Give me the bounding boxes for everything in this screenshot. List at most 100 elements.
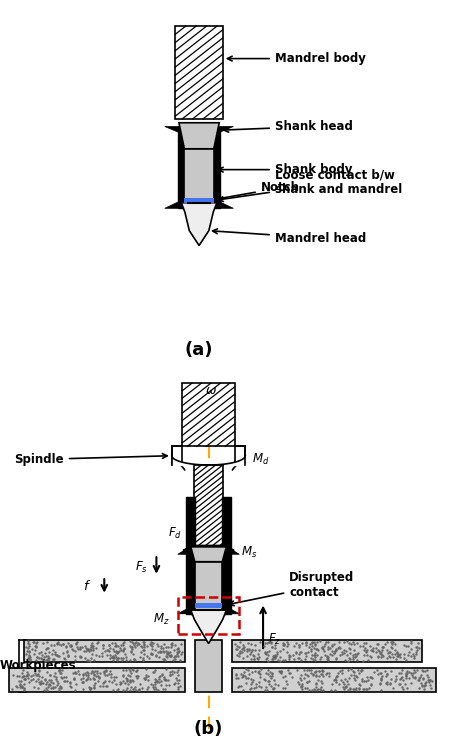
Point — [45, 652, 53, 664]
Point — [100, 665, 108, 677]
Point — [150, 666, 157, 678]
Point — [66, 639, 74, 651]
Point — [296, 673, 304, 684]
Point — [119, 664, 127, 676]
Point — [171, 639, 178, 651]
Point — [132, 681, 139, 693]
Point — [54, 677, 62, 689]
Point — [77, 651, 84, 663]
Point — [415, 672, 423, 684]
Point — [45, 674, 53, 686]
Point — [401, 639, 408, 651]
Point — [330, 638, 337, 650]
Point — [292, 646, 300, 658]
Point — [53, 637, 60, 649]
Point — [336, 649, 344, 661]
Polygon shape — [164, 126, 233, 135]
Point — [95, 671, 102, 683]
Point — [346, 683, 353, 695]
Point — [425, 674, 432, 686]
Point — [49, 678, 57, 690]
Point — [84, 654, 92, 666]
Point — [303, 669, 311, 681]
Point — [302, 636, 310, 648]
Point — [149, 638, 156, 650]
FancyBboxPatch shape — [184, 198, 214, 202]
Point — [300, 673, 308, 684]
Point — [367, 644, 375, 655]
Point — [44, 654, 51, 666]
Point — [358, 675, 365, 687]
Point — [168, 637, 176, 649]
Point — [355, 667, 363, 679]
Point — [67, 639, 75, 651]
Point — [338, 646, 346, 658]
Point — [394, 648, 401, 660]
Point — [359, 683, 366, 695]
Point — [132, 684, 140, 696]
Point — [421, 676, 428, 688]
Point — [147, 636, 155, 648]
Point — [51, 652, 58, 664]
Point — [309, 636, 316, 648]
Point — [334, 641, 342, 653]
Point — [278, 666, 285, 678]
Point — [45, 678, 53, 690]
Point — [147, 679, 155, 690]
Point — [367, 651, 374, 663]
Point — [155, 673, 163, 684]
Point — [409, 649, 417, 661]
Point — [115, 646, 123, 658]
Point — [308, 637, 316, 649]
Point — [44, 643, 51, 655]
Point — [420, 679, 428, 691]
Point — [352, 651, 359, 663]
Point — [292, 637, 300, 649]
Point — [253, 652, 261, 664]
Point — [245, 637, 252, 649]
Point — [164, 646, 172, 658]
Point — [415, 637, 422, 649]
Point — [15, 670, 23, 682]
Point — [107, 649, 114, 661]
Point — [20, 684, 28, 696]
Point — [48, 647, 56, 659]
Point — [360, 683, 368, 695]
Point — [145, 674, 152, 686]
Point — [271, 650, 278, 662]
Point — [42, 643, 49, 655]
Point — [40, 650, 48, 662]
Point — [107, 668, 114, 680]
Point — [255, 665, 263, 677]
Point — [345, 664, 352, 676]
Point — [104, 644, 112, 655]
Point — [159, 645, 167, 657]
Point — [394, 650, 402, 662]
Point — [123, 673, 130, 685]
Point — [236, 647, 243, 659]
Point — [96, 681, 103, 693]
Point — [66, 641, 73, 652]
Point — [30, 636, 37, 648]
Point — [401, 679, 409, 690]
Point — [138, 682, 146, 694]
Point — [47, 682, 55, 693]
Point — [350, 644, 357, 656]
Point — [276, 655, 284, 667]
Point — [90, 682, 98, 693]
Point — [25, 649, 33, 661]
Point — [355, 647, 362, 659]
Point — [55, 664, 63, 676]
Point — [119, 645, 127, 657]
Point — [255, 666, 262, 678]
Point — [155, 671, 163, 683]
Point — [59, 638, 66, 650]
Point — [173, 667, 180, 679]
Point — [12, 680, 20, 692]
Point — [306, 664, 313, 676]
Point — [112, 679, 120, 690]
Point — [399, 683, 406, 695]
Point — [246, 644, 253, 656]
Point — [17, 679, 24, 690]
Point — [64, 649, 72, 661]
